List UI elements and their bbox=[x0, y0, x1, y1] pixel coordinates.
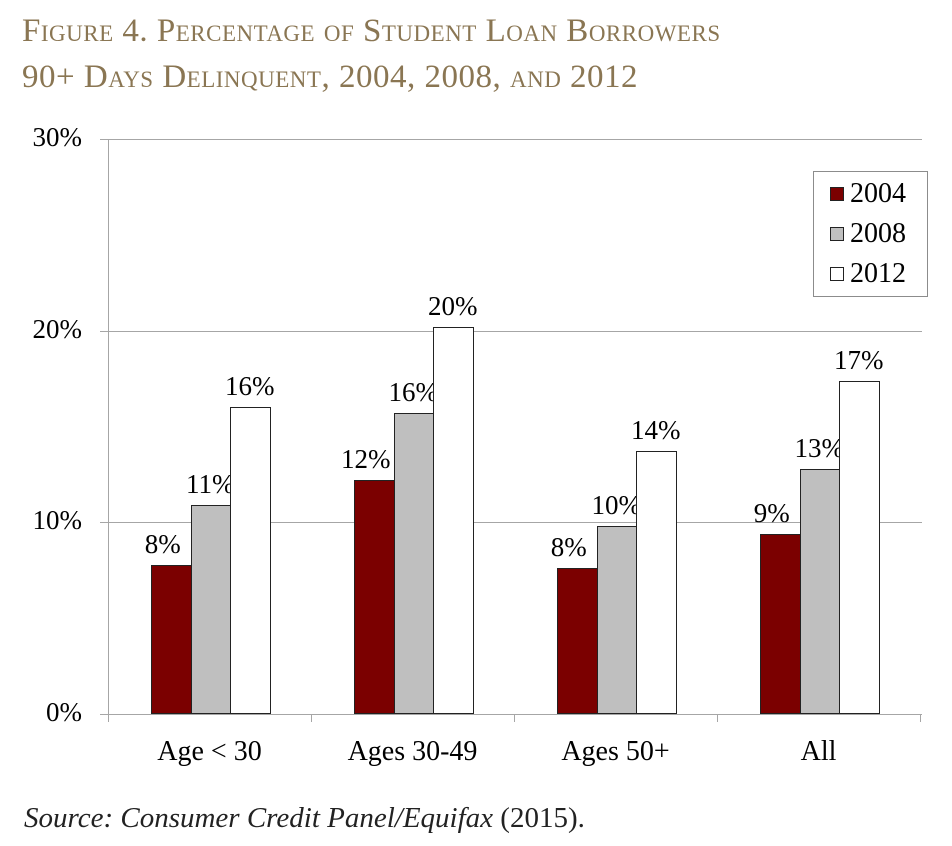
value-label: 11% bbox=[186, 469, 235, 500]
value-label: 8% bbox=[550, 532, 587, 563]
y-tick-label: 30% bbox=[32, 122, 83, 152]
y-tick-label: 20% bbox=[32, 313, 83, 344]
value-label: 13% bbox=[794, 432, 845, 463]
value-label: 16% bbox=[225, 371, 275, 402]
x-tick-mark bbox=[920, 714, 921, 722]
x-category-label: Ages 30-49 bbox=[347, 736, 478, 767]
bar-2004 bbox=[557, 568, 598, 714]
gridline bbox=[100, 139, 922, 140]
value-label: 17% bbox=[834, 344, 884, 375]
x-category-label: All bbox=[800, 736, 837, 767]
bar-2008 bbox=[393, 413, 434, 714]
bar-2008 bbox=[190, 505, 231, 714]
source-year: (2015). bbox=[493, 802, 585, 834]
legend-swatch-2008 bbox=[830, 227, 844, 241]
bar-2012 bbox=[636, 451, 677, 714]
bar-2004 bbox=[151, 564, 192, 714]
value-label: 8% bbox=[144, 528, 181, 559]
legend: 2004 2008 2012 bbox=[813, 171, 928, 297]
title-line-1: Figure 4. Percentage of Student Loan Bor… bbox=[22, 13, 721, 49]
gridline bbox=[100, 714, 922, 715]
bar-2008 bbox=[799, 468, 840, 714]
x-tick-mark bbox=[717, 714, 718, 722]
value-label: 9% bbox=[753, 497, 790, 528]
y-tick-label: 0% bbox=[46, 697, 82, 727]
bar-2012 bbox=[230, 407, 271, 714]
value-label: 10% bbox=[591, 490, 642, 521]
title-line-2: 90+ Days Delinquent, 2004, 2008, and 201… bbox=[22, 59, 639, 95]
legend-swatch-2012 bbox=[830, 267, 844, 281]
bar-2004 bbox=[760, 533, 801, 714]
legend-label: 2012 bbox=[850, 258, 906, 289]
x-category-label: Age < 30 bbox=[157, 736, 262, 767]
source-text: Source: Consumer Credit Panel/Equifax bbox=[24, 802, 494, 834]
value-label: 20% bbox=[428, 290, 478, 321]
chart-title: Figure 4. Percentage of Student Loan Bor… bbox=[22, 8, 721, 100]
y-tick-label: 10% bbox=[32, 505, 83, 536]
bar-2012 bbox=[839, 380, 880, 714]
x-tick-mark bbox=[108, 714, 109, 722]
x-tick-mark bbox=[311, 714, 312, 722]
x-tick-mark bbox=[514, 714, 515, 722]
bar-2008 bbox=[596, 526, 637, 714]
value-label: 12% bbox=[341, 444, 391, 475]
x-category-label: Ages 50+ bbox=[561, 736, 670, 767]
value-label: 16% bbox=[388, 377, 439, 408]
value-label: 14% bbox=[631, 415, 681, 446]
legend-item-2008: 2008 bbox=[830, 214, 906, 254]
source-note: Source: Consumer Credit Panel/Equifax (2… bbox=[24, 802, 585, 835]
gridline bbox=[100, 522, 922, 524]
bar-2004 bbox=[354, 480, 395, 714]
legend-item-2012: 2012 bbox=[830, 254, 906, 294]
legend-label: 2004 bbox=[850, 178, 906, 209]
bar-2012 bbox=[433, 326, 474, 714]
legend-swatch-2004 bbox=[830, 187, 844, 201]
legend-item-2004: 2004 bbox=[830, 174, 906, 214]
legend-label: 2008 bbox=[850, 218, 906, 249]
gridline bbox=[100, 330, 922, 332]
y-axis bbox=[108, 139, 109, 715]
